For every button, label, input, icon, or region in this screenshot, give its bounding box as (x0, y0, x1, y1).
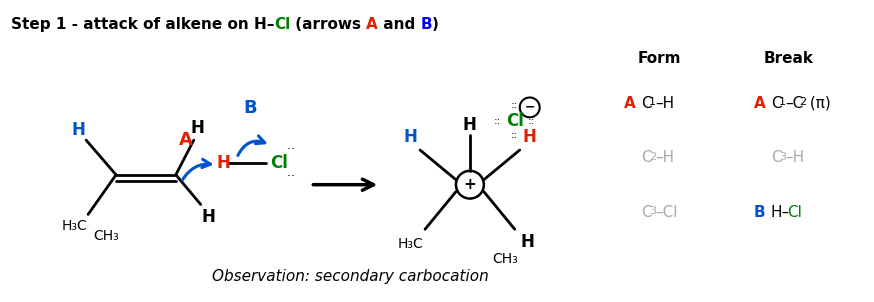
Text: ··: ·· (288, 170, 300, 183)
Text: Cl: Cl (787, 204, 801, 220)
Text: H₃C: H₃C (397, 237, 423, 251)
Text: Break: Break (764, 51, 814, 66)
Text: H: H (217, 154, 231, 172)
Text: 1: 1 (649, 98, 656, 108)
Text: A: A (754, 95, 766, 111)
Text: Cl: Cl (271, 154, 288, 172)
Text: +: + (463, 177, 476, 192)
Text: ··: ·· (288, 143, 300, 156)
Text: C: C (642, 150, 652, 165)
Text: –H: –H (785, 150, 804, 165)
Text: –C: –C (785, 95, 803, 111)
Text: (arrows: (arrows (290, 17, 366, 32)
Text: Form: Form (637, 51, 681, 66)
Text: B: B (754, 204, 766, 220)
Text: H: H (523, 128, 537, 146)
Text: 3: 3 (649, 207, 656, 217)
Text: A: A (366, 17, 378, 32)
Text: ::: :: (494, 116, 502, 126)
Text: H: H (71, 121, 85, 139)
Text: Cl: Cl (506, 112, 524, 130)
Text: H: H (191, 119, 205, 137)
Text: ::: :: (528, 116, 535, 126)
Text: C: C (642, 95, 652, 111)
Text: –H: –H (656, 150, 675, 165)
Text: –Cl: –Cl (656, 204, 678, 220)
Text: 3: 3 (779, 152, 786, 162)
Text: ): ) (432, 17, 439, 32)
Text: A: A (624, 95, 636, 111)
Text: B: B (244, 99, 258, 117)
Text: (π): (π) (805, 95, 830, 111)
Text: B: B (420, 17, 432, 32)
Text: 1: 1 (779, 98, 786, 108)
Text: ::: :: (511, 101, 518, 111)
Text: CH₃: CH₃ (492, 252, 517, 266)
Text: H: H (403, 128, 417, 146)
Text: A: A (179, 131, 193, 149)
Text: −: − (524, 101, 535, 114)
Text: Observation: secondary carbocation: Observation: secondary carbocation (212, 269, 489, 284)
Text: C: C (771, 150, 781, 165)
Text: Cl: Cl (274, 17, 290, 32)
Text: ::: :: (511, 130, 518, 140)
Text: C: C (771, 95, 781, 111)
Text: CH₃: CH₃ (94, 229, 119, 243)
Text: H: H (463, 116, 477, 134)
Text: H₃C: H₃C (61, 219, 87, 233)
Text: 2: 2 (799, 98, 806, 108)
Text: Step 1 - attack of alkene on H–: Step 1 - attack of alkene on H– (11, 17, 274, 32)
Text: H–: H– (771, 204, 790, 220)
Text: H: H (202, 208, 216, 226)
Text: –H: –H (656, 95, 675, 111)
Text: 2: 2 (649, 152, 656, 162)
Text: H: H (521, 233, 535, 251)
Text: and: and (378, 17, 420, 32)
Text: C: C (642, 204, 652, 220)
